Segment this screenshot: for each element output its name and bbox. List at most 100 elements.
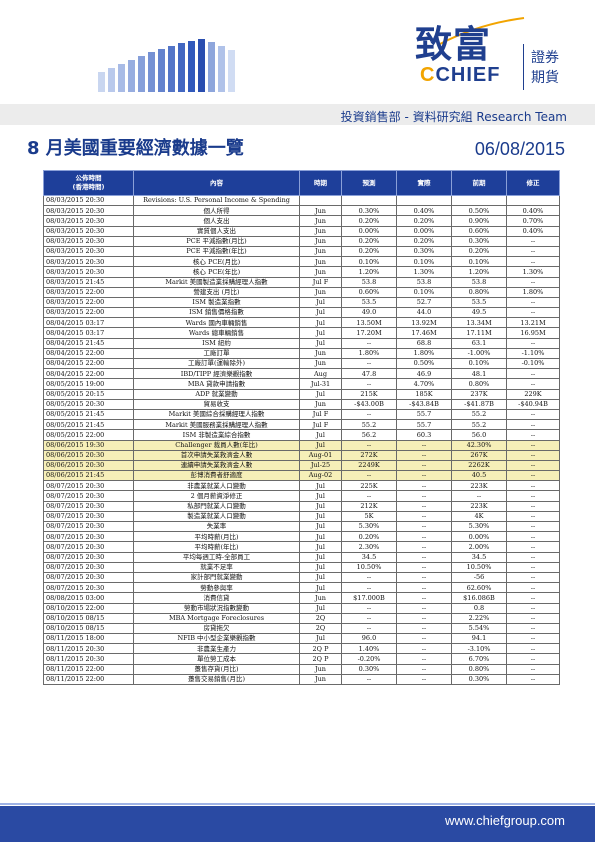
table-row: 08/06/2015 20:30 連續申請失業救濟金人數 Jul-25 2249K --… xyxy=(43,459,560,472)
cell-period: Jul xyxy=(299,490,342,502)
cell-forecast: 0.00% xyxy=(341,225,397,237)
cell-revised: -- xyxy=(506,490,560,502)
cell-previous: 267K xyxy=(451,449,507,461)
cell-content: 實質個人支出 xyxy=(133,225,300,237)
cell-actual: 185K xyxy=(396,388,452,400)
cell-previous: $16.086B xyxy=(451,592,507,604)
cell-time: 08/07/2015 20:30 xyxy=(43,490,134,502)
cell-period: Jul xyxy=(299,510,342,523)
cell-forecast: -- xyxy=(341,439,397,451)
cell-period: Jun xyxy=(299,347,342,360)
table-row: 08/03/2015 21:45 Markit 美國製造業採購經理人指數 Jul F… xyxy=(43,276,560,288)
table-row: 08/07/2015 20:30 家計部門就業變動 Jul -- -- -56 -- xyxy=(43,571,560,584)
cell-forecast: 47.8 xyxy=(341,368,397,380)
table-row: 08/03/2015 20:30 PCE 平減指數(月比) Jun 0.20% 0.20… xyxy=(43,235,560,247)
cell-content: 躉售存貨(月比) xyxy=(133,663,300,675)
cell-previous: 0.80% xyxy=(451,663,507,675)
cell-period: Jul xyxy=(299,582,342,594)
cell-revised: -- xyxy=(506,276,560,288)
cell-forecast: 2249K xyxy=(341,459,397,472)
cell-period: Aug-01 xyxy=(299,449,342,461)
cell-time: 08/07/2015 20:30 xyxy=(43,500,134,512)
cell-content: 核心 PCE(月比) xyxy=(133,256,300,268)
cell-content: 平均時薪(年比) xyxy=(133,541,300,553)
department-bar xyxy=(0,104,595,125)
cell-actual: 68.8 xyxy=(396,337,452,349)
cell-forecast: -- xyxy=(341,612,397,624)
cell-time: 08/08/2015 03:00 xyxy=(43,592,134,604)
cell-forecast: 10.50% xyxy=(341,561,397,573)
cell-forecast: 53.8 xyxy=(341,276,397,288)
table-row: 08/04/2015 21:45 ISM 紐約 Jul -- 68.8 63.1 -- xyxy=(43,337,560,349)
cell-revised: 0.70% xyxy=(506,215,560,227)
cell-forecast xyxy=(341,194,397,207)
cell-previous: 223K xyxy=(451,480,507,492)
cell-forecast: 0.20% xyxy=(341,215,397,227)
table-row: 08/04/2015 22:00 IBD/TIPP 經濟樂觀指數 Aug 47.8 46… xyxy=(43,368,560,380)
cell-period: Jun xyxy=(299,592,342,604)
cell-content: 工廠訂單(運輸除外) xyxy=(133,357,300,370)
cell-previous: 17.11M xyxy=(451,327,507,339)
cell-forecast: $17.000B xyxy=(341,592,397,604)
cell-content: 彭博消費者舒適度 xyxy=(133,470,300,482)
table-row: 08/05/2015 21:45 Markit 美國服務業採購經理人指數 Jul F… xyxy=(43,419,560,431)
table-row: 08/08/2015 03:00 消費信貸 Jun $17.000B -- $16.086… xyxy=(43,592,560,604)
cell-content: 失業率 xyxy=(133,520,300,533)
table-row: 08/06/2015 20:30 首次申請失業救濟金人數 Aug-01 272K -- 2… xyxy=(43,449,560,461)
cell-time: 08/03/2015 21:45 xyxy=(43,276,134,288)
cell-period: Jun xyxy=(299,266,342,278)
col-header-period: 時期 xyxy=(299,170,342,196)
cell-forecast: 5K xyxy=(341,510,397,523)
logo-side-securities: 證券 xyxy=(531,50,559,66)
cell-actual: -- xyxy=(396,480,452,492)
cell-previous: 0.80% xyxy=(451,378,507,390)
cell-actual: -- xyxy=(396,531,452,543)
cell-time: 08/11/2015 18:00 xyxy=(43,633,134,645)
cell-content: MBA Mortgage Foreclosures xyxy=(133,612,300,624)
cell-forecast: -- xyxy=(341,408,397,421)
cell-period: Jun xyxy=(299,357,342,370)
table-row: 08/06/2015 19:30 Challenger 裁員人數(年比) Jul --… xyxy=(43,439,560,451)
cell-actual: 53.8 xyxy=(396,276,452,288)
logo-chief: CHIEF xyxy=(435,64,501,86)
cell-previous: 55.2 xyxy=(451,408,507,421)
cell-forecast: -- xyxy=(341,602,397,614)
cell-previous: 13.34M xyxy=(451,317,507,329)
cell-content: ISM 銷售價格指數 xyxy=(133,307,300,319)
cell-previous: -3.10% xyxy=(451,643,507,655)
logo-side-futures: 期貨 xyxy=(531,70,559,86)
table-row: 08/03/2015 20:30 核心 PCE(年比) Jun 1.20% 1.30% 1… xyxy=(43,266,560,278)
cell-actual: 55.7 xyxy=(396,408,452,421)
cell-revised: -- xyxy=(506,368,560,380)
cell-actual: 0.20% xyxy=(396,235,452,247)
cell-time: 08/04/2015 22:00 xyxy=(43,357,134,370)
cell-forecast: 225K xyxy=(341,480,397,492)
table-row: 08/05/2015 20:30 貿易收支 Jun -$43.00B -$43.84B -… xyxy=(43,398,560,410)
cell-time: 08/03/2015 22:00 xyxy=(43,296,134,309)
cell-previous xyxy=(451,194,507,207)
cell-time: 08/07/2015 20:30 xyxy=(43,582,134,594)
table-row: 08/04/2015 03:17 Wards 國內車輛銷售 Jul 13.50M 13.… xyxy=(43,317,560,329)
table-row: 08/10/2015 08/15 MBA Mortgage Foreclosure… xyxy=(43,612,560,624)
cell-previous: 0.8 xyxy=(451,602,507,614)
cell-forecast: 2.30% xyxy=(341,541,397,553)
table-row: 08/03/2015 22:00 營建支出 (月比) Jun 0.60% 0.10% 0.… xyxy=(43,286,560,298)
cell-content: 躉售交易銷售(月比) xyxy=(133,673,300,686)
cell-forecast: -$43.00B xyxy=(341,398,397,410)
col-header-previous: 前期 xyxy=(451,170,507,196)
cell-content: 家計部門就業變動 xyxy=(133,571,300,584)
cell-forecast: 34.5 xyxy=(341,551,397,563)
cell-time: 08/03/2015 22:00 xyxy=(43,286,134,298)
cell-content: Markit 美國製造業採購經理人指數 xyxy=(133,276,300,288)
cell-time: 08/06/2015 20:30 xyxy=(43,459,134,472)
cell-period: Jul xyxy=(299,317,342,329)
cell-forecast: 1.80% xyxy=(341,347,397,360)
cell-time: 08/04/2015 21:45 xyxy=(43,337,134,349)
cell-forecast: 1.40% xyxy=(341,643,397,655)
cell-revised: -- xyxy=(506,337,560,349)
table-row: 08/03/2015 22:00 ISM 銷售價格指數 Jul 49.0 44.0 49.… xyxy=(43,307,560,319)
economic-data-table: 公佈時間 (香港時間) 內容 時期 預測 實際 前期 修正 08/03/2015 … xyxy=(43,170,560,686)
cell-previous: 0.30% xyxy=(451,673,507,686)
cell-previous: 2.00% xyxy=(451,541,507,553)
cell-revised: 0.40% xyxy=(506,225,560,237)
